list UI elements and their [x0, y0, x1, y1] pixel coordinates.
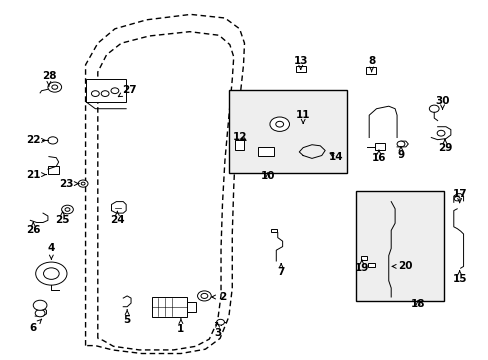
Bar — [258, 147, 273, 156]
Text: 2: 2 — [211, 292, 225, 302]
Text: 10: 10 — [260, 171, 275, 181]
Text: 22: 22 — [26, 135, 46, 145]
Bar — [367, 263, 374, 267]
Circle shape — [396, 141, 404, 147]
Circle shape — [35, 310, 45, 317]
Text: 5: 5 — [123, 310, 130, 325]
Text: 16: 16 — [371, 150, 386, 163]
Circle shape — [197, 291, 211, 301]
Text: 26: 26 — [26, 222, 41, 235]
Circle shape — [453, 197, 459, 201]
Bar — [151, 297, 186, 317]
Text: 15: 15 — [451, 271, 466, 284]
Bar — [365, 67, 375, 74]
Text: 7: 7 — [277, 264, 285, 277]
Bar — [48, 166, 59, 174]
Text: 6: 6 — [30, 319, 41, 333]
Circle shape — [65, 208, 70, 211]
Circle shape — [216, 319, 224, 325]
Text: 3: 3 — [214, 323, 221, 338]
Circle shape — [275, 121, 283, 127]
Bar — [228, 90, 346, 173]
Circle shape — [48, 137, 58, 144]
Text: 28: 28 — [41, 71, 56, 86]
Text: 12: 12 — [232, 132, 246, 142]
Text: 11: 11 — [295, 110, 310, 123]
Circle shape — [101, 91, 109, 96]
Circle shape — [33, 300, 47, 310]
Text: 24: 24 — [110, 211, 124, 225]
Text: 1: 1 — [177, 319, 184, 334]
Text: 14: 14 — [328, 152, 343, 162]
Text: 18: 18 — [410, 299, 425, 309]
Circle shape — [48, 82, 61, 92]
Bar — [271, 229, 277, 232]
Bar — [234, 140, 243, 150]
Text: 8: 8 — [367, 56, 374, 72]
Circle shape — [52, 85, 58, 89]
Circle shape — [428, 105, 438, 112]
Circle shape — [43, 268, 59, 279]
Text: 9: 9 — [397, 147, 404, 160]
Circle shape — [61, 205, 73, 214]
Circle shape — [91, 91, 99, 96]
Circle shape — [269, 117, 289, 131]
Circle shape — [81, 182, 85, 185]
Text: 4: 4 — [47, 243, 55, 259]
Text: 20: 20 — [391, 261, 412, 271]
Text: 27: 27 — [118, 85, 137, 96]
Text: 13: 13 — [293, 56, 307, 69]
Circle shape — [111, 88, 119, 94]
Circle shape — [436, 130, 444, 136]
Text: 21: 21 — [26, 170, 46, 180]
Circle shape — [201, 293, 207, 298]
Circle shape — [36, 262, 67, 285]
Text: 23: 23 — [59, 179, 79, 189]
Bar — [374, 143, 385, 150]
Bar — [85, 79, 125, 102]
Bar — [360, 256, 366, 260]
Bar — [296, 66, 305, 72]
Circle shape — [78, 180, 88, 187]
Text: 29: 29 — [437, 139, 451, 153]
Text: 30: 30 — [434, 96, 449, 109]
Text: 17: 17 — [451, 189, 466, 203]
Bar — [186, 302, 195, 312]
Bar — [355, 191, 443, 301]
Text: 19: 19 — [354, 260, 368, 273]
Text: 25: 25 — [55, 211, 70, 225]
